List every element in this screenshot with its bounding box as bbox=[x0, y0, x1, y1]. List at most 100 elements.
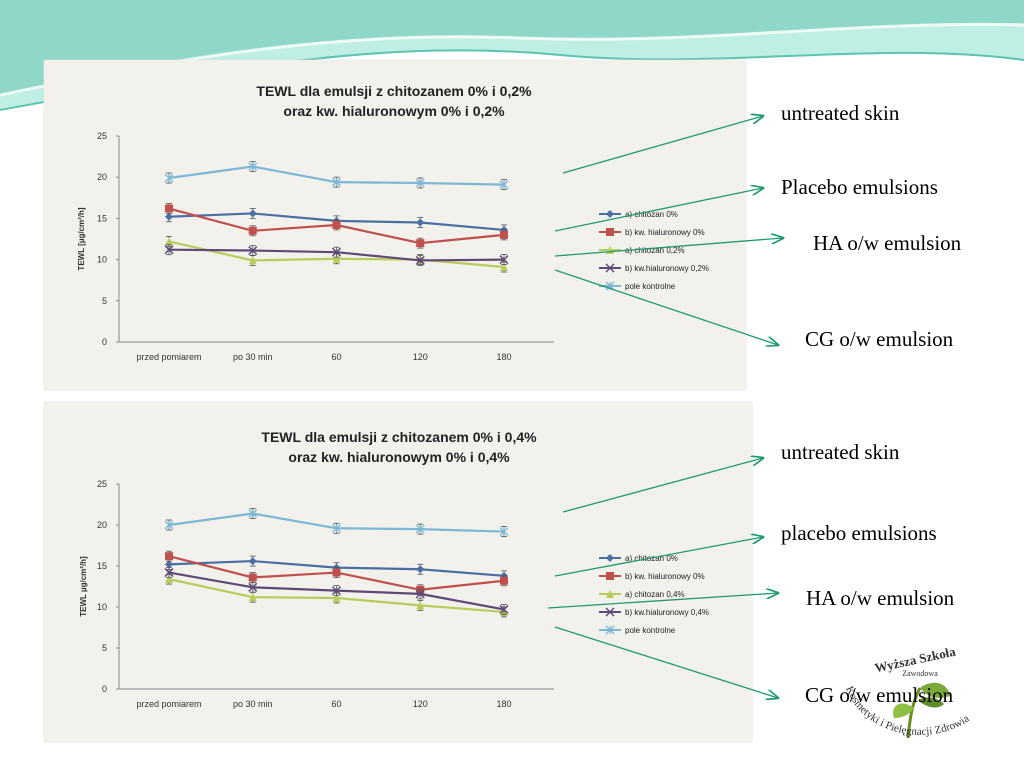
legend-label: pole kontrolne bbox=[625, 282, 676, 291]
data-point bbox=[248, 246, 258, 256]
data-point bbox=[164, 520, 174, 530]
annotation-ha-top: HA o/w emulsion bbox=[813, 231, 962, 255]
data-point bbox=[332, 220, 341, 229]
data-point bbox=[165, 552, 173, 561]
data-point bbox=[248, 573, 257, 582]
annotation-placebo-top: Placebo emulsions bbox=[781, 175, 938, 199]
x-tick-label: 180 bbox=[496, 699, 511, 709]
data-point bbox=[415, 178, 425, 188]
y-axis-label: TEWL [µg/cm²/h] bbox=[77, 207, 86, 270]
chart-title-line: oraz kw. hialuronowym 0% i 0,4% bbox=[288, 449, 510, 465]
y-tick-label: 0 bbox=[102, 337, 107, 347]
logo-line-2: Zawodowa bbox=[902, 669, 938, 678]
chart-top: TEWL dla emulsji z chitozanem 0% i 0,2% o… bbox=[77, 83, 709, 362]
y-tick-label: 15 bbox=[97, 213, 107, 223]
y-tick-label: 10 bbox=[97, 255, 107, 265]
data-point bbox=[415, 589, 425, 599]
annotation-cg-top: CG o/w emulsion bbox=[805, 327, 954, 351]
y-tick-label: 20 bbox=[97, 172, 107, 182]
y-tick-label: 20 bbox=[97, 520, 107, 530]
chart-bottom: TEWL dla emulsji z chitozanem 0% i 0,4% o… bbox=[79, 429, 709, 709]
data-point bbox=[332, 523, 341, 533]
data-point bbox=[416, 565, 425, 574]
data-point bbox=[164, 568, 174, 578]
legend-label: b) kw. hialuronowy 0% bbox=[625, 228, 705, 237]
data-point bbox=[248, 162, 258, 171]
legend-label: a) chitozan 0,2% bbox=[625, 246, 685, 255]
data-point bbox=[499, 180, 509, 190]
x-tick-label: po 30 min bbox=[233, 352, 273, 362]
y-tick-label: 15 bbox=[97, 561, 107, 571]
data-point bbox=[332, 177, 341, 187]
data-point bbox=[500, 263, 508, 272]
x-tick-label: 60 bbox=[331, 352, 341, 362]
data-point bbox=[415, 524, 425, 534]
data-point bbox=[332, 593, 341, 602]
x-tick-label: przed pomiarem bbox=[136, 352, 201, 362]
legend-label: a) chitozan 0,4% bbox=[625, 590, 685, 599]
legend-marker bbox=[606, 572, 614, 580]
school-logo: Wyższa Szkoła Zawodowa Kosmetyki i Pielę… bbox=[838, 648, 1000, 752]
y-axis-label: TEWL µg/cm²/h] bbox=[79, 556, 88, 617]
data-point bbox=[499, 604, 509, 614]
legend-label: a) chitozan 0% bbox=[625, 210, 678, 219]
data-point bbox=[164, 173, 174, 183]
data-point bbox=[499, 255, 509, 265]
data-point bbox=[248, 509, 258, 518]
logo-plant-icon bbox=[893, 682, 950, 739]
data-point bbox=[500, 230, 508, 239]
data-point bbox=[331, 247, 342, 257]
y-tick-label: 25 bbox=[97, 479, 107, 489]
data-point bbox=[248, 593, 257, 602]
data-point bbox=[416, 239, 425, 248]
y-tick-label: 10 bbox=[97, 602, 107, 612]
legend-marker bbox=[606, 554, 614, 562]
legend-label: pole kontrolne bbox=[625, 626, 676, 635]
chart-title-line: oraz kw. hialuronowym 0% i 0,2% bbox=[283, 103, 505, 119]
data-point bbox=[416, 601, 425, 610]
x-tick-label: przed pomiarem bbox=[136, 699, 201, 709]
annotation-placebo-bottom: placebo emulsions bbox=[781, 521, 937, 545]
x-tick-label: po 30 min bbox=[233, 699, 273, 709]
legend-marker bbox=[606, 228, 614, 236]
data-point bbox=[164, 245, 174, 255]
annotation-untreated-skin-bottom: untreated skin bbox=[781, 440, 900, 464]
x-tick-label: 120 bbox=[413, 699, 428, 709]
data-point bbox=[165, 237, 173, 246]
legend-label: b) kw.hialuronowy 0,2% bbox=[625, 264, 709, 273]
legend-marker bbox=[605, 607, 615, 617]
data-point bbox=[165, 212, 173, 221]
chart-title-line: TEWL dla emulsji z chitozanem 0% i 0,4% bbox=[261, 429, 537, 445]
data-point bbox=[248, 256, 257, 265]
data-point bbox=[165, 560, 173, 569]
y-tick-label: 25 bbox=[97, 131, 107, 141]
annotation-cg-bottom: CG o/w emulsion bbox=[805, 683, 954, 707]
chart-panel-bottom: TEWL dla emulsji z chitozanem 0% i 0,4% o… bbox=[44, 402, 752, 742]
data-point bbox=[165, 204, 173, 213]
x-tick-label: 120 bbox=[413, 352, 428, 362]
chart-title-line: TEWL dla emulsji z chitozanem 0% i 0,2% bbox=[256, 83, 532, 99]
legend-label: b) kw.hialuronowy 0,4% bbox=[625, 608, 709, 617]
data-point bbox=[248, 226, 257, 235]
chart-panel-top: TEWL dla emulsji z chitozanem 0% i 0,2% o… bbox=[44, 60, 746, 390]
data-point bbox=[500, 576, 508, 585]
legend-label: a) chitozan 0% bbox=[625, 554, 678, 563]
data-point bbox=[332, 254, 341, 263]
annotation-ha-bottom: HA o/w emulsion bbox=[806, 586, 955, 610]
data-point bbox=[499, 527, 509, 537]
annotation-untreated-skin-top: untreated skin bbox=[781, 101, 900, 125]
data-point bbox=[165, 575, 173, 584]
y-tick-label: 5 bbox=[102, 643, 107, 653]
data-point bbox=[415, 255, 425, 265]
legend-label: b) kw. hialuronowy 0% bbox=[625, 572, 705, 581]
legend-marker bbox=[606, 210, 614, 218]
data-point bbox=[248, 557, 257, 566]
x-tick-label: 60 bbox=[331, 699, 341, 709]
data-point bbox=[248, 582, 258, 592]
x-tick-label: 180 bbox=[496, 352, 511, 362]
data-point bbox=[332, 568, 341, 577]
y-tick-label: 0 bbox=[102, 684, 107, 694]
data-point bbox=[331, 586, 342, 596]
data-point bbox=[416, 218, 425, 227]
data-point bbox=[248, 209, 257, 218]
